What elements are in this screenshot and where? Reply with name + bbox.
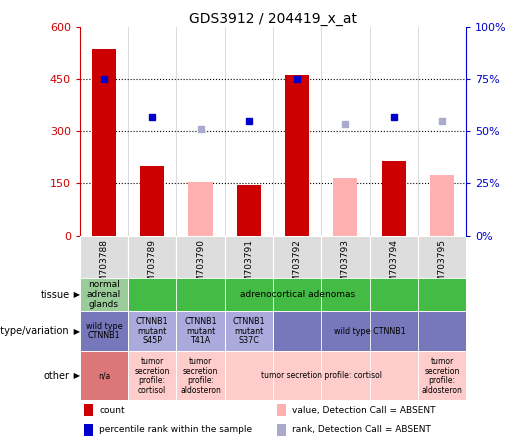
Bar xyxy=(92,49,116,236)
Bar xyxy=(321,236,369,278)
Bar xyxy=(369,236,418,278)
Bar xyxy=(273,236,321,278)
Bar xyxy=(80,311,128,351)
Bar xyxy=(273,311,466,351)
Text: CTNNB1
mutant
T41A: CTNNB1 mutant T41A xyxy=(184,317,217,345)
Text: wild type CTNNB1: wild type CTNNB1 xyxy=(334,327,405,336)
Bar xyxy=(430,175,454,236)
Bar xyxy=(83,424,93,436)
Text: CTNNB1
mutant
S37C: CTNNB1 mutant S37C xyxy=(232,317,265,345)
Bar xyxy=(285,75,309,236)
Bar xyxy=(333,178,357,236)
Title: GDS3912 / 204419_x_at: GDS3912 / 204419_x_at xyxy=(189,12,357,26)
Bar xyxy=(382,161,406,236)
Bar xyxy=(80,278,128,311)
Bar xyxy=(83,404,93,416)
Bar xyxy=(140,166,164,236)
Bar xyxy=(128,351,176,400)
Bar xyxy=(128,236,176,278)
Text: GSM703793: GSM703793 xyxy=(341,239,350,294)
Text: other: other xyxy=(44,371,70,381)
Text: tissue: tissue xyxy=(40,289,70,300)
Text: CTNNB1
mutant
S45P: CTNNB1 mutant S45P xyxy=(136,317,168,345)
Bar xyxy=(176,351,225,400)
Text: GSM703791: GSM703791 xyxy=(244,239,253,294)
Text: tumor secretion profile: cortisol: tumor secretion profile: cortisol xyxy=(261,371,382,381)
Bar xyxy=(176,236,225,278)
Text: GSM703788: GSM703788 xyxy=(99,239,109,294)
Text: tumor
secretion
profile:
aldosteron: tumor secretion profile: aldosteron xyxy=(180,357,221,395)
Text: GSM703789: GSM703789 xyxy=(148,239,157,294)
Bar xyxy=(225,236,273,278)
Bar xyxy=(277,404,286,416)
Bar xyxy=(418,351,466,400)
Bar xyxy=(237,185,261,236)
Text: n/a: n/a xyxy=(98,371,110,381)
Text: rank, Detection Call = ABSENT: rank, Detection Call = ABSENT xyxy=(293,425,431,434)
Text: adrenocortical adenomas: adrenocortical adenomas xyxy=(239,290,355,299)
Bar xyxy=(418,236,466,278)
Text: GSM703792: GSM703792 xyxy=(293,239,302,294)
Bar xyxy=(128,311,176,351)
Text: GSM703794: GSM703794 xyxy=(389,239,398,294)
Bar xyxy=(176,311,225,351)
Bar xyxy=(225,351,418,400)
Text: GSM703795: GSM703795 xyxy=(437,239,447,294)
Text: count: count xyxy=(99,406,125,415)
Bar xyxy=(80,236,128,278)
Text: tumor
secretion
profile:
cortisol: tumor secretion profile: cortisol xyxy=(134,357,170,395)
Text: wild type
CTNNB1: wild type CTNNB1 xyxy=(85,322,122,341)
Text: normal
adrenal
glands: normal adrenal glands xyxy=(87,280,121,309)
Bar xyxy=(128,278,466,311)
Bar xyxy=(80,351,128,400)
Text: percentile rank within the sample: percentile rank within the sample xyxy=(99,425,252,434)
Bar xyxy=(277,424,286,436)
Text: ▶: ▶ xyxy=(71,327,80,336)
Text: value, Detection Call = ABSENT: value, Detection Call = ABSENT xyxy=(293,406,436,415)
Bar xyxy=(188,182,213,236)
Text: ▶: ▶ xyxy=(71,371,80,381)
Text: GSM703790: GSM703790 xyxy=(196,239,205,294)
Text: ▶: ▶ xyxy=(71,290,80,299)
Bar xyxy=(225,311,273,351)
Text: genotype/variation: genotype/variation xyxy=(0,326,70,336)
Text: tumor
secretion
profile:
aldosteron: tumor secretion profile: aldosteron xyxy=(421,357,462,395)
